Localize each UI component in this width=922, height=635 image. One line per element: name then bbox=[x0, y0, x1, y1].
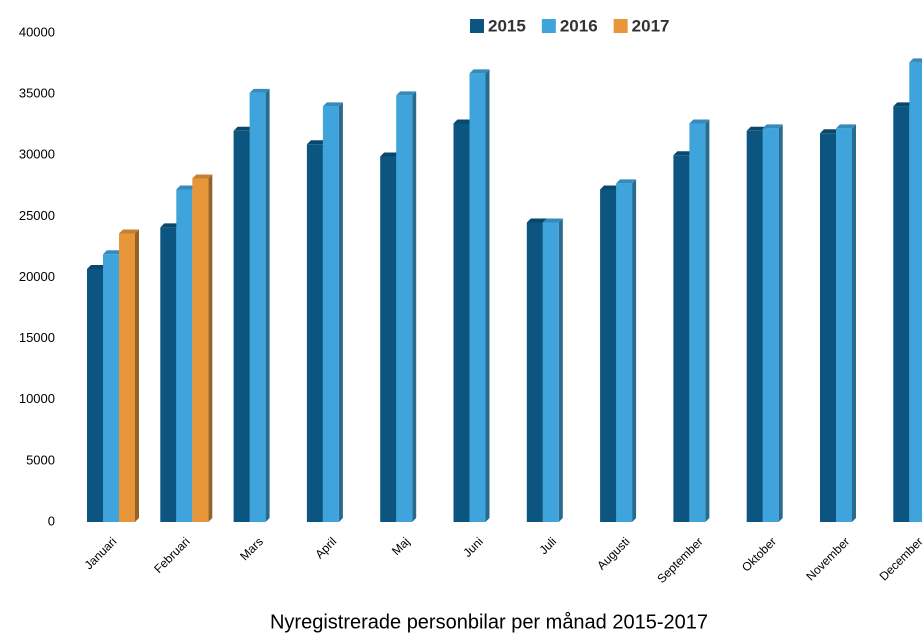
bar-top bbox=[396, 91, 417, 96]
chart-title: Nyregistrerade personbilar per månad 201… bbox=[270, 611, 708, 633]
bar-side bbox=[852, 124, 856, 522]
bar bbox=[160, 227, 177, 522]
bar bbox=[103, 254, 119, 522]
bar-side bbox=[135, 229, 139, 523]
bar bbox=[762, 128, 779, 523]
bar bbox=[453, 123, 470, 522]
y-tick-label: 15000 bbox=[19, 330, 55, 345]
bar-side bbox=[208, 174, 213, 523]
bar-top bbox=[526, 218, 547, 223]
y-tick-label: 5000 bbox=[26, 452, 55, 467]
x-tick-label: April bbox=[312, 534, 339, 561]
bar-side bbox=[778, 124, 783, 522]
bar bbox=[673, 155, 690, 522]
bar-top bbox=[176, 185, 197, 190]
y-tick-label: 35000 bbox=[19, 86, 55, 101]
bar bbox=[909, 62, 922, 523]
bar-top bbox=[160, 223, 181, 228]
x-tick-label: Januari bbox=[82, 534, 120, 572]
x-tick-label: Juni bbox=[460, 534, 485, 559]
bar bbox=[176, 189, 193, 523]
bar-top bbox=[893, 102, 914, 107]
bar-side bbox=[485, 69, 490, 522]
bar-side bbox=[705, 119, 710, 522]
bar-top bbox=[103, 250, 123, 255]
bar-top bbox=[616, 179, 637, 184]
bar-top bbox=[600, 185, 621, 190]
y-tick-label: 30000 bbox=[19, 147, 55, 162]
bar-top bbox=[542, 218, 563, 223]
bar-top bbox=[453, 119, 474, 124]
bar bbox=[526, 222, 543, 523]
bar-side bbox=[412, 91, 417, 522]
bar bbox=[233, 130, 250, 523]
bar bbox=[689, 123, 706, 522]
bar-top bbox=[909, 58, 922, 63]
bar bbox=[542, 222, 559, 523]
bar-top bbox=[192, 174, 213, 179]
bar-top bbox=[119, 229, 139, 234]
y-tick-label: 25000 bbox=[19, 208, 55, 223]
x-tick-label: Mars bbox=[237, 534, 266, 563]
bar-side bbox=[632, 179, 637, 522]
bar-top bbox=[673, 151, 694, 156]
bar-top bbox=[469, 69, 490, 74]
bar bbox=[192, 178, 209, 523]
y-tick-label: 40000 bbox=[19, 24, 55, 39]
bar bbox=[396, 95, 413, 522]
bar-top bbox=[322, 102, 343, 107]
legend-label: 2017 bbox=[632, 16, 670, 35]
bar bbox=[249, 92, 266, 522]
bar bbox=[746, 130, 763, 523]
bar bbox=[87, 268, 103, 522]
bar-side bbox=[338, 102, 343, 522]
bar bbox=[119, 233, 135, 523]
bar-top bbox=[762, 124, 783, 129]
bar-top bbox=[87, 264, 107, 269]
bar-side bbox=[265, 88, 270, 522]
x-tick-label: Maj bbox=[389, 534, 413, 558]
x-tick-label: Februari bbox=[151, 534, 192, 575]
legend-swatch bbox=[470, 19, 484, 33]
bar-top bbox=[380, 152, 401, 157]
bar-top bbox=[233, 126, 254, 131]
x-tick-label: Augusti bbox=[594, 534, 632, 572]
bar bbox=[469, 73, 486, 522]
bar bbox=[322, 106, 339, 522]
legend-swatch bbox=[613, 19, 628, 33]
bar-top bbox=[836, 124, 856, 129]
bar bbox=[616, 183, 633, 522]
y-tick-label: 10000 bbox=[19, 391, 55, 406]
x-tick-label: December bbox=[877, 534, 922, 583]
bar-side bbox=[558, 218, 563, 523]
bar-top bbox=[746, 126, 767, 131]
legend-swatch bbox=[541, 19, 556, 33]
bar bbox=[836, 128, 852, 523]
legend-label: 2015 bbox=[488, 16, 526, 35]
y-tick-label: 20000 bbox=[19, 269, 55, 284]
bar-top bbox=[689, 119, 710, 124]
bar-top bbox=[306, 140, 327, 145]
bar bbox=[893, 106, 910, 522]
legend-label: 2016 bbox=[560, 16, 598, 35]
x-tick-label: September bbox=[654, 534, 705, 585]
x-tick-label: Juli bbox=[537, 534, 560, 557]
bar bbox=[600, 189, 617, 523]
x-tick-label: Oktober bbox=[739, 534, 779, 574]
y-tick-label: 0 bbox=[48, 513, 55, 528]
bar-top bbox=[820, 129, 840, 134]
bar bbox=[380, 156, 397, 522]
bar bbox=[820, 133, 836, 522]
bar-top bbox=[249, 88, 270, 93]
bar bbox=[306, 144, 323, 522]
x-tick-label: November bbox=[803, 534, 852, 583]
